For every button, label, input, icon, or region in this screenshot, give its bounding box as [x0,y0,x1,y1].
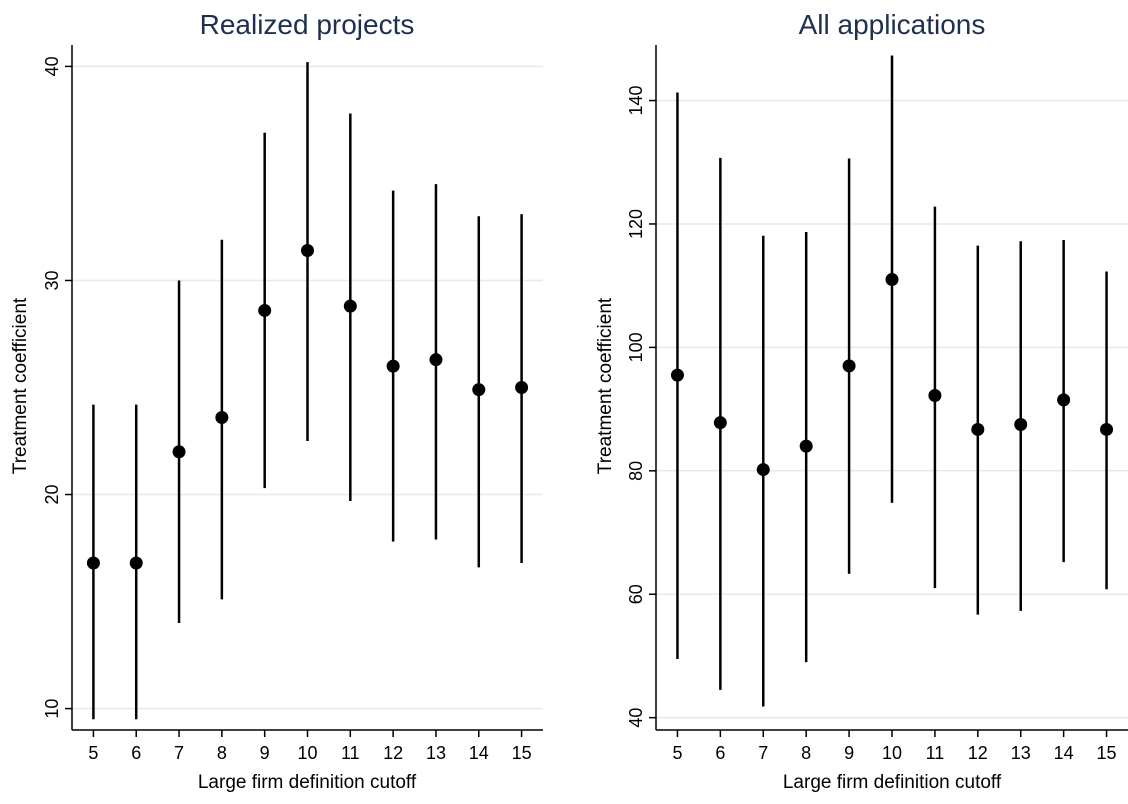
y-tick-label: 30 [42,270,62,290]
data-point [1014,418,1028,432]
data-point [258,303,272,317]
y-tick-label: 40 [42,56,62,76]
data-point [301,244,314,257]
y-tick-label: 20 [42,485,62,505]
panel-1-title: Realized projects [200,9,415,40]
x-tick-label: 7 [174,743,184,763]
data-point [971,422,985,436]
x-tick-label: 14 [469,743,489,763]
y-tick-label: 80 [626,461,646,481]
x-tick-label: 10 [297,743,317,763]
x-tick-label: 7 [758,743,768,763]
x-tick-label: 12 [383,743,403,763]
data-point [129,556,143,570]
y-tick-label: 40 [626,708,646,728]
panel-2-x-axis: 5 6 7 8 9 10 11 12 13 14 15 [656,729,1128,763]
x-tick-label: 9 [260,743,270,763]
data-point [343,299,357,313]
data-point [386,359,400,373]
data-point [670,368,684,382]
data-point [1100,422,1114,436]
x-tick-label: 9 [844,743,854,763]
data-point [429,353,443,367]
data-point [472,383,486,397]
panel-1-x-axis-label: Large firm definition cutoff [198,772,417,793]
x-tick-label: 13 [1011,743,1031,763]
data-point [928,389,942,403]
data-point [756,463,770,477]
panel-2-y-axis: 40 60 80 100 120 140 [626,45,657,730]
data-point [1057,393,1071,407]
data-point [842,359,856,373]
x-tick-label: 12 [968,743,988,763]
x-tick-label: 5 [672,743,682,763]
x-tick-label: 11 [341,743,360,763]
panel-2-data [670,55,1114,707]
data-point [713,416,727,430]
panel-all-applications: All applications 40 60 80 100 120 140 5 6 7 8 9 10… [595,9,1128,793]
y-tick-label: 10 [42,699,62,719]
panel-1-y-axis: 10 20 30 40 [42,45,73,730]
panel-1-y-axis-label: Treatment coefficient [10,297,31,474]
data-point [215,410,229,424]
x-tick-label: 15 [1097,743,1117,763]
x-tick-label: 5 [88,743,98,763]
x-tick-label: 13 [426,743,446,763]
x-tick-label: 14 [1054,743,1074,763]
data-point [172,445,186,459]
x-tick-label: 6 [715,743,725,763]
panel-2-title: All applications [799,9,986,40]
y-tick-label: 120 [626,209,646,239]
x-tick-label: 15 [512,743,532,763]
x-tick-label: 6 [131,743,141,763]
data-point [799,439,813,453]
panel-1-x-axis: 5 6 7 8 9 10 11 12 13 14 15 [72,729,543,763]
y-tick-label: 100 [626,332,646,362]
x-tick-label: 10 [882,743,902,763]
x-tick-label: 11 [926,743,945,763]
data-point [885,273,899,287]
panel-2-y-axis-label: Treatment coefficient [595,297,616,474]
x-tick-label: 8 [801,743,811,763]
panel-2-x-axis-label: Large firm definition cutoff [783,772,1002,793]
data-point [515,381,529,394]
data-point [86,556,100,570]
panel-1-data [86,62,529,720]
y-tick-label: 140 [626,86,646,116]
y-tick-label: 60 [626,584,646,604]
panel-realized-projects: Realized projects 10 20 30 40 5 6 7 8 9 10 11 12 13… [10,9,543,793]
x-tick-label: 8 [217,743,227,763]
